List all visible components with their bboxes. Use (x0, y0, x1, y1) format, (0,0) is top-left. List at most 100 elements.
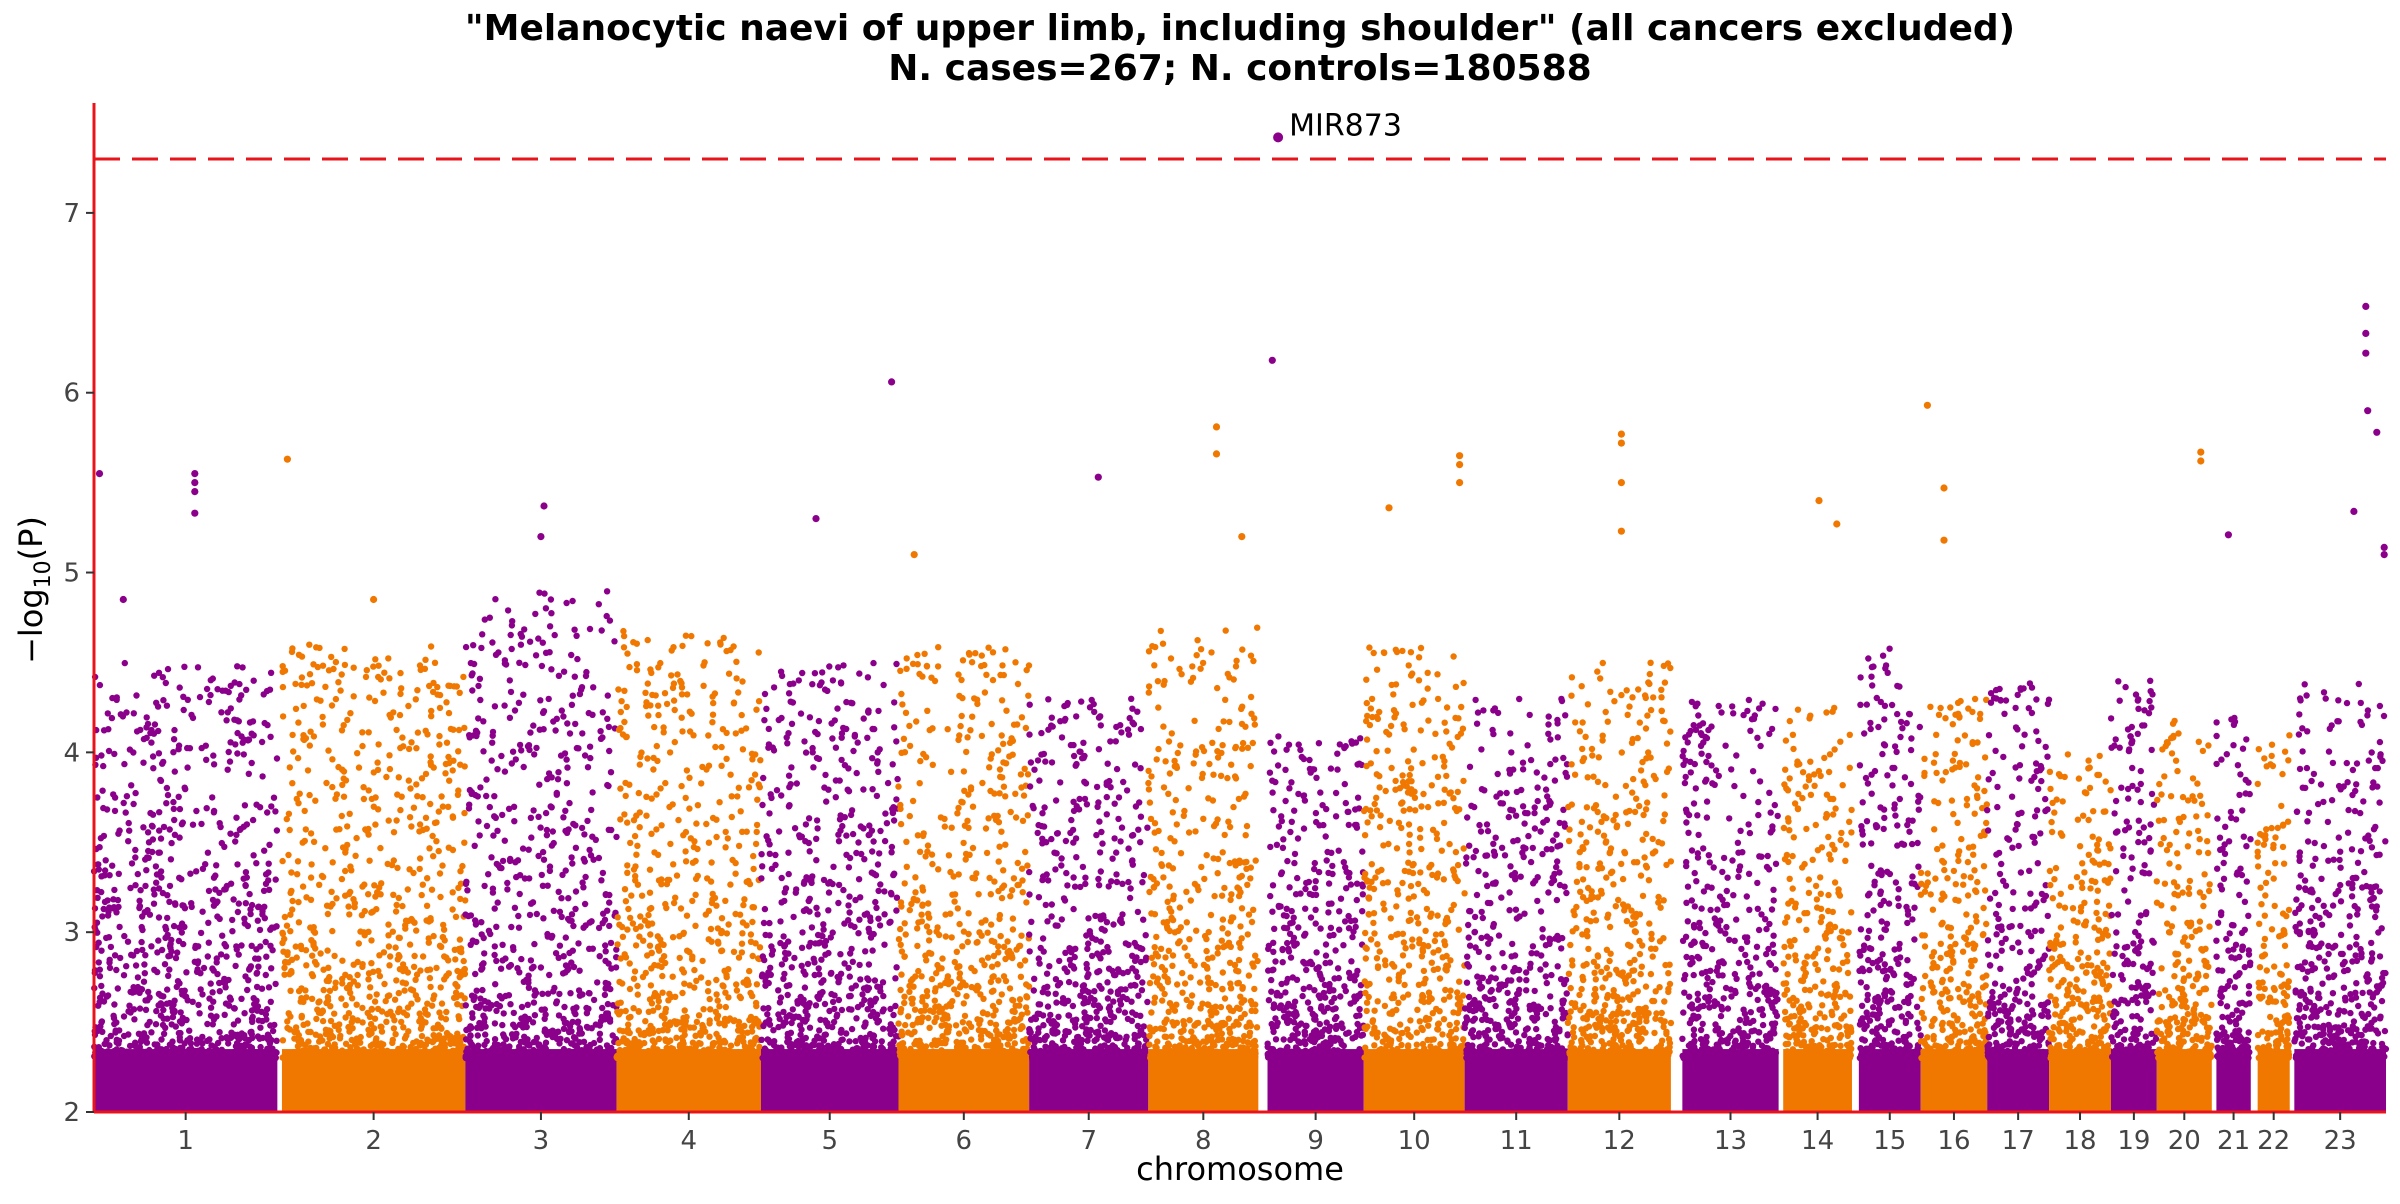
data-point (590, 684, 597, 691)
data-point (1097, 868, 1105, 875)
data-point (504, 1054, 512, 1062)
data-point (365, 970, 373, 977)
data-point (718, 762, 725, 769)
data-point (945, 980, 952, 988)
data-point (905, 1029, 912, 1036)
data-point (140, 824, 147, 831)
data-point (1062, 837, 1070, 845)
data-point (998, 991, 1005, 998)
data-point (626, 960, 633, 967)
data-point (578, 684, 586, 691)
data-point (384, 993, 392, 1000)
data-point (521, 1039, 528, 1046)
data-point (713, 833, 720, 841)
data-point (908, 995, 915, 1003)
data-point (1093, 783, 1101, 791)
data-point (374, 806, 382, 813)
data-point (861, 911, 868, 918)
data-point (691, 838, 698, 845)
data-point (163, 800, 170, 807)
data-point (741, 1022, 748, 1029)
data-point (861, 1023, 868, 1030)
data-point (181, 663, 188, 670)
data-point (1016, 996, 1024, 1003)
data-point (232, 741, 239, 748)
data-point (894, 775, 901, 783)
data-point (306, 742, 313, 749)
data-point (954, 990, 961, 998)
data-point (1014, 721, 1021, 728)
data-point (143, 1039, 151, 1046)
data-point (947, 1002, 955, 1010)
data-point (171, 726, 178, 734)
data-point (624, 650, 631, 657)
data-point (458, 948, 465, 956)
data-point (166, 898, 173, 905)
data-point (263, 953, 270, 960)
data-point (906, 812, 913, 820)
data-point (906, 722, 913, 730)
data-point (265, 877, 272, 884)
data-point (556, 942, 564, 949)
data-point (895, 783, 902, 790)
data-point (326, 987, 334, 994)
data-point (262, 871, 270, 878)
data-point (663, 880, 671, 888)
data-point (230, 1021, 237, 1028)
data-point (960, 839, 967, 847)
data-point (125, 1053, 133, 1061)
data-point (855, 930, 862, 937)
data-point (962, 856, 969, 863)
data-point (366, 694, 373, 701)
data-point (267, 926, 274, 933)
data-point (606, 899, 613, 906)
data-point (584, 764, 592, 771)
data-point (210, 752, 217, 759)
data-point (378, 1028, 386, 1035)
data-point (198, 1054, 205, 1062)
data-point (1007, 808, 1014, 816)
data-point (955, 804, 962, 812)
data-point (476, 675, 484, 682)
data-point (997, 1054, 1004, 1062)
data-point (328, 702, 336, 709)
data-point (813, 904, 820, 911)
data-point (339, 980, 346, 987)
data-point (288, 967, 295, 975)
data-point (712, 743, 719, 751)
data-point (846, 893, 853, 900)
data-point (947, 768, 955, 775)
data-point (169, 1038, 176, 1045)
data-point (624, 869, 631, 876)
data-point (298, 995, 305, 1002)
data-point (988, 720, 995, 728)
data-point (531, 940, 538, 948)
data-point (242, 900, 249, 907)
data-point (406, 814, 414, 821)
data-point (810, 764, 817, 771)
data-point (1034, 757, 1042, 764)
data-point (222, 943, 230, 950)
data-point (1002, 793, 1009, 800)
data-point (813, 817, 821, 824)
data-point (998, 828, 1005, 835)
data-point (407, 785, 414, 792)
data-point (978, 919, 985, 926)
data-point (253, 969, 261, 976)
data-point (98, 947, 105, 954)
data-point (838, 1006, 846, 1014)
data-point (963, 993, 970, 1000)
data-point (915, 1015, 922, 1023)
data-point (1118, 824, 1126, 831)
data-point (111, 794, 119, 801)
data-point (279, 930, 287, 938)
data-point (655, 1027, 662, 1035)
data-point (165, 972, 172, 979)
data-point (928, 975, 936, 983)
data-point (598, 1053, 605, 1060)
data-point (456, 689, 463, 696)
data-point (424, 1036, 431, 1043)
data-point (998, 894, 1006, 902)
data-point (316, 644, 323, 652)
data-point (443, 1008, 450, 1016)
